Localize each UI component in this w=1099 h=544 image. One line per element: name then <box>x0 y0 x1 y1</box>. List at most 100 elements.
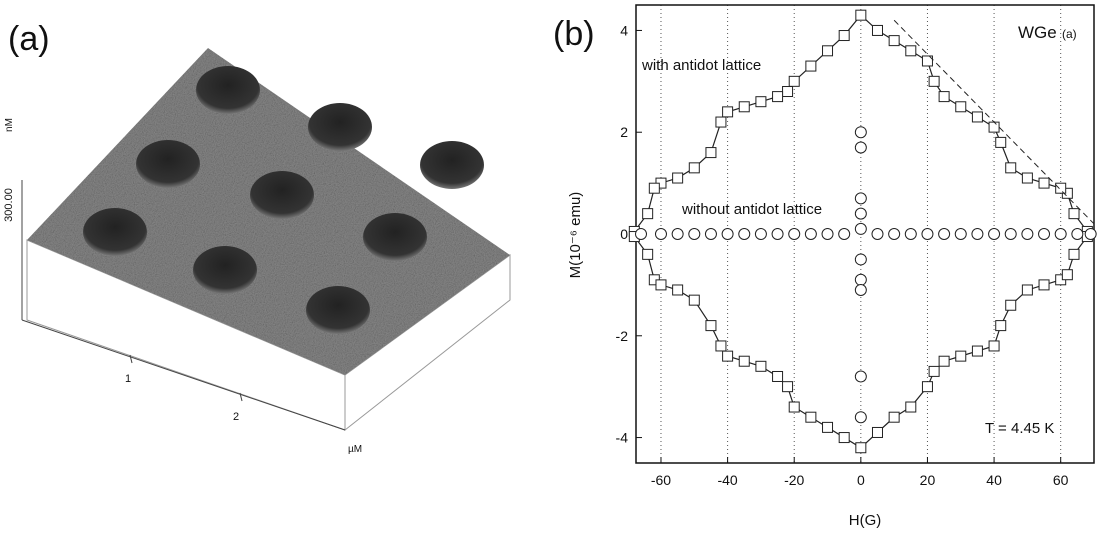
square-marker <box>773 92 783 102</box>
square-marker <box>906 46 916 56</box>
square-marker <box>789 402 799 412</box>
circle-marker <box>855 371 866 382</box>
circle-marker <box>705 229 716 240</box>
square-marker <box>823 46 833 56</box>
circle-marker <box>722 229 733 240</box>
square-marker <box>856 10 866 20</box>
square-marker <box>956 351 966 361</box>
square-marker <box>996 137 1006 147</box>
square-marker <box>1039 178 1049 188</box>
square-marker <box>783 87 793 97</box>
circle-marker <box>1005 229 1016 240</box>
circle-marker <box>889 229 900 240</box>
square-marker <box>806 412 816 422</box>
x-tick-label: 0 <box>857 472 865 488</box>
square-marker <box>689 295 699 305</box>
square-marker <box>972 112 982 122</box>
square-marker <box>1022 285 1032 295</box>
x-tick-label: -40 <box>717 472 737 488</box>
annotation: (a) <box>1062 27 1077 41</box>
circle-marker <box>1085 229 1096 240</box>
square-marker <box>906 402 916 412</box>
circle-marker <box>855 274 866 285</box>
square-marker <box>643 209 653 219</box>
square-marker <box>823 422 833 432</box>
square-marker <box>929 76 939 86</box>
panel-label: (b) <box>553 15 595 53</box>
square-marker <box>773 371 783 381</box>
circle-marker <box>855 412 866 423</box>
square-marker <box>872 427 882 437</box>
afm-z-unit: nM <box>4 118 15 132</box>
circle-marker <box>1072 229 1083 240</box>
hole <box>363 213 427 261</box>
circle-marker <box>655 229 666 240</box>
circle-marker <box>989 229 1000 240</box>
circle-marker <box>805 229 816 240</box>
y-tick-label: 0 <box>620 226 628 242</box>
annotation: without antidot lattice <box>681 201 822 218</box>
circle-marker <box>972 229 983 240</box>
circle-marker <box>872 229 883 240</box>
hole <box>306 286 370 334</box>
square-marker <box>989 122 999 132</box>
circle-marker <box>1055 229 1066 240</box>
x-tick-label: 40 <box>986 472 1002 488</box>
y-tick-label: 2 <box>620 124 628 140</box>
afm-x-tick: 1 <box>125 373 131 385</box>
square-marker <box>1006 163 1016 173</box>
y-tick-label: 4 <box>620 22 628 38</box>
annotation: WGe <box>1018 23 1057 42</box>
annotation: with antidot lattice <box>641 57 761 74</box>
square-marker <box>673 173 683 183</box>
square-marker <box>939 356 949 366</box>
square-marker <box>673 285 683 295</box>
chart: (b) H(G) M(10⁻⁶ emu) WGe (a) with antido… <box>553 5 1096 529</box>
square-marker <box>706 148 716 158</box>
square-marker <box>839 31 849 41</box>
square-marker <box>789 76 799 86</box>
circle-marker <box>855 193 866 204</box>
square-marker <box>1069 209 1079 219</box>
square-marker <box>716 117 726 127</box>
circle-marker <box>855 223 866 234</box>
circle-marker <box>955 229 966 240</box>
y-tick-label: -2 <box>616 328 629 344</box>
hole <box>193 246 257 294</box>
circle-marker <box>855 284 866 295</box>
figure: 300.00 nM 1 2 µM (a) (b) H(G) M(10⁻⁶ emu… <box>0 0 1099 539</box>
circle-marker <box>855 127 866 138</box>
circle-marker <box>855 142 866 153</box>
square-marker <box>783 382 793 392</box>
hole <box>136 140 200 188</box>
square-marker <box>643 249 653 259</box>
square-marker <box>806 61 816 71</box>
x-tick-label: -60 <box>651 472 671 488</box>
square-marker <box>872 25 882 35</box>
square-marker <box>756 361 766 371</box>
afm-image: 300.00 nM 1 2 µM (a) <box>3 20 510 455</box>
square-marker <box>706 321 716 331</box>
circle-marker <box>1022 229 1033 240</box>
circle-marker <box>922 229 933 240</box>
circle-marker <box>672 229 683 240</box>
circle-marker <box>855 254 866 265</box>
square-marker <box>1006 300 1016 310</box>
square-marker <box>956 102 966 112</box>
square-marker <box>889 412 899 422</box>
square-marker <box>739 102 749 112</box>
square-marker <box>856 443 866 453</box>
circle-marker <box>755 229 766 240</box>
circle-marker <box>739 229 750 240</box>
square-marker <box>929 366 939 376</box>
x-tick-label: 20 <box>920 472 936 488</box>
square-marker <box>649 183 659 193</box>
circle-marker <box>772 229 783 240</box>
square-marker <box>656 280 666 290</box>
square-marker <box>1022 173 1032 183</box>
circle-marker <box>789 229 800 240</box>
afm-x-unit: µM <box>348 444 362 455</box>
hole <box>420 141 484 189</box>
circle-marker <box>855 208 866 219</box>
afm-scale-label: 300.00 <box>3 188 15 222</box>
